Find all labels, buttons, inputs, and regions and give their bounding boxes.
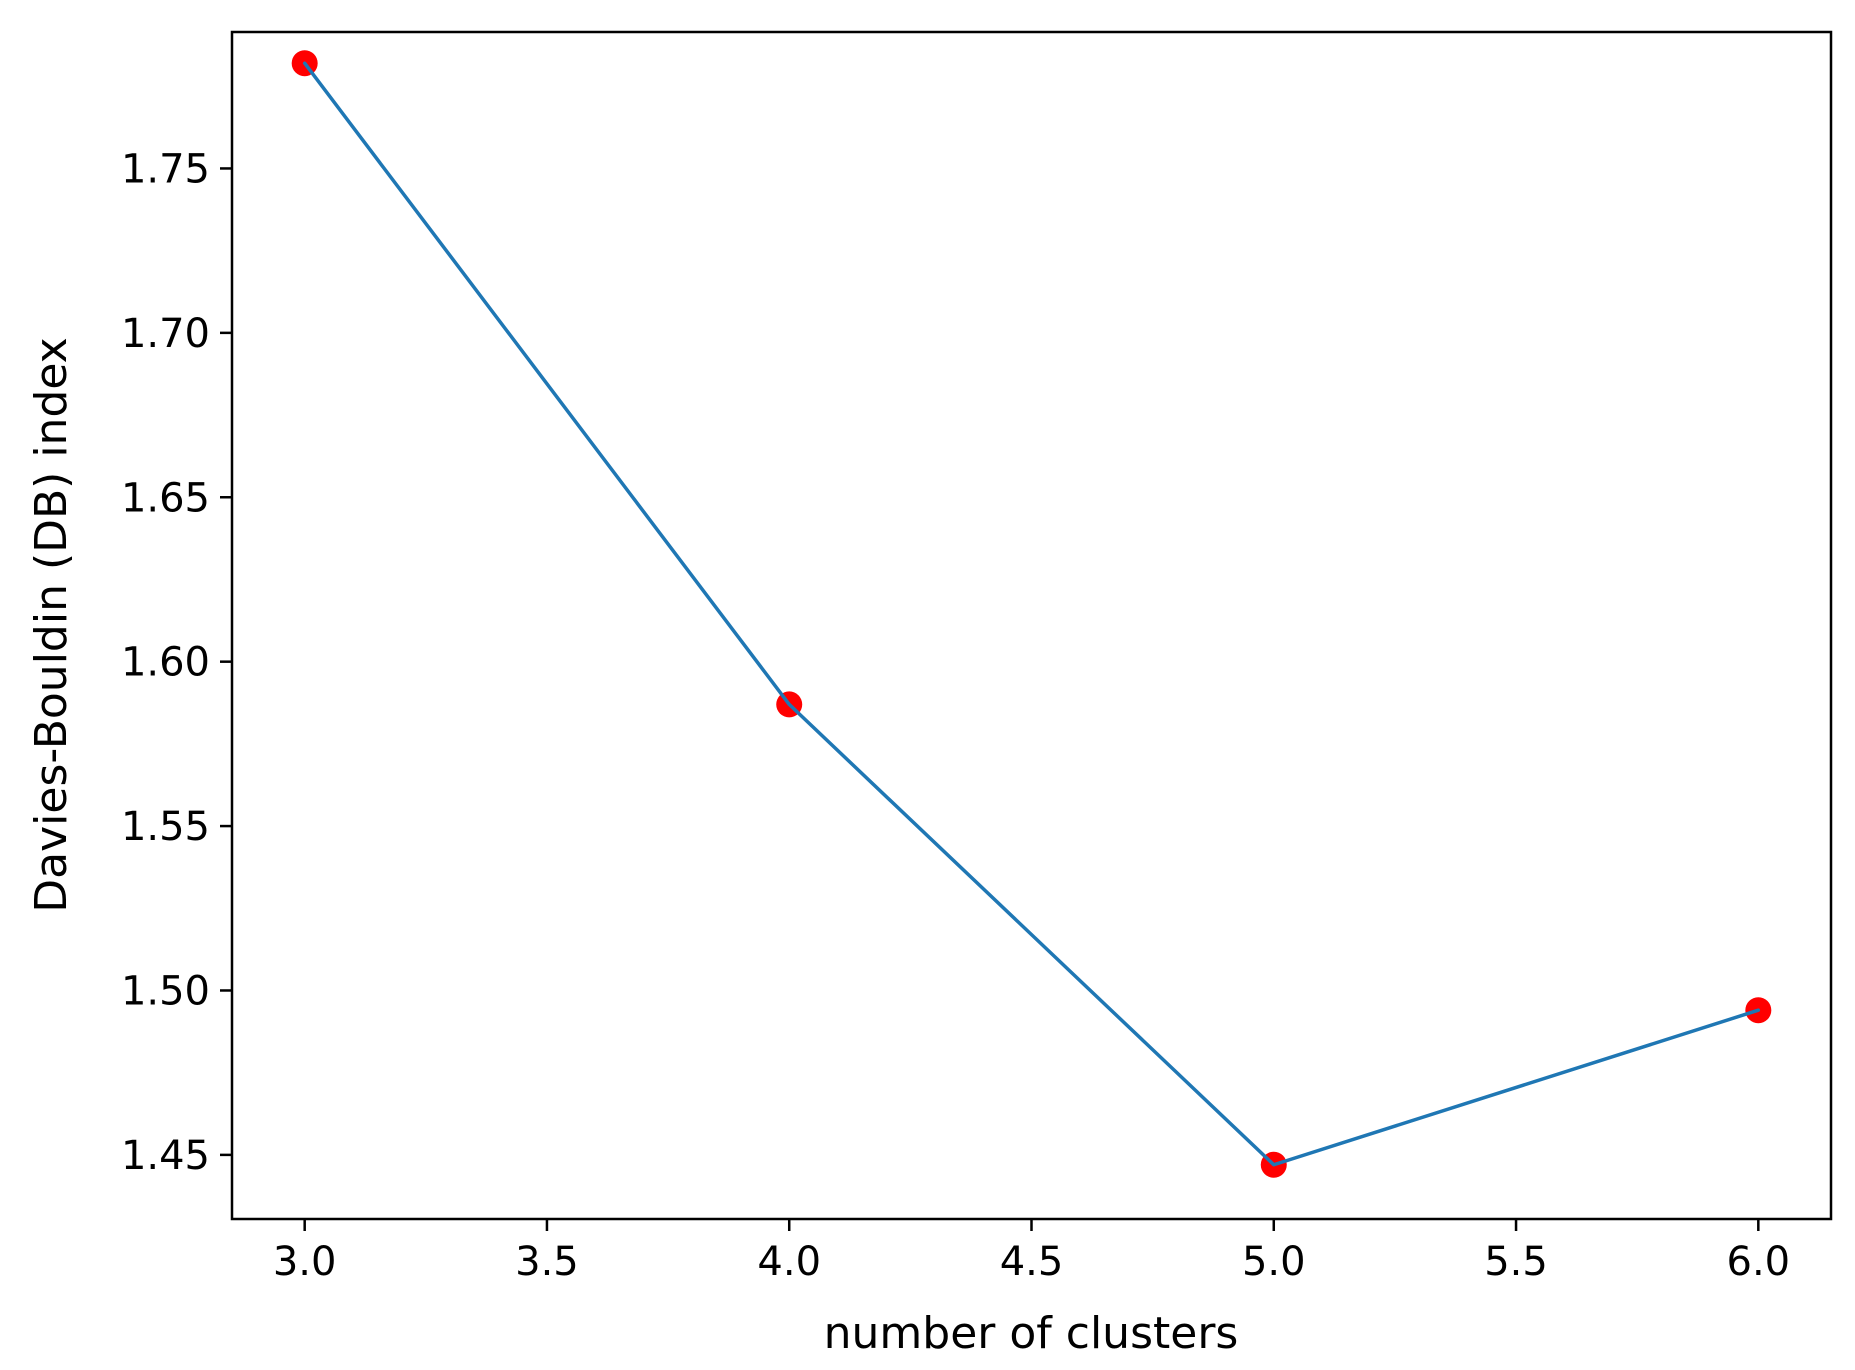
x-tick-label: 3.5: [515, 1239, 579, 1285]
y-tick-label: 1.50: [121, 968, 210, 1014]
y-axis-ticks: 1.45 1.50 1.55 1.60 1.65 1.70 1.75: [121, 146, 232, 1179]
y-axis-title: Davies-Bouldin (DB) index: [26, 337, 77, 912]
y-tick-label: 1.55: [121, 804, 210, 850]
x-tick-label: 4.0: [757, 1239, 821, 1285]
x-tick-label: 6.0: [1727, 1239, 1791, 1285]
x-tick-label: 4.5: [1000, 1239, 1064, 1285]
x-tick-label: 5.0: [1242, 1239, 1306, 1285]
y-tick-label: 1.70: [121, 311, 210, 357]
y-tick-label: 1.45: [121, 1133, 210, 1179]
y-tick-label: 1.75: [121, 146, 210, 192]
series-layer: [291, 50, 1772, 1178]
x-axis-ticks: 3.0 3.5 4.0 4.5 5.0 5.5 6.0: [273, 1219, 1790, 1285]
y-tick-label: 1.60: [121, 640, 210, 686]
y-tick-label: 1.65: [121, 475, 210, 521]
x-tick-label: 5.5: [1484, 1239, 1548, 1285]
x-tick-label: 3.0: [273, 1239, 337, 1285]
x-axis-title: number of clusters: [824, 1308, 1239, 1359]
series-line: [302, 61, 1761, 1167]
